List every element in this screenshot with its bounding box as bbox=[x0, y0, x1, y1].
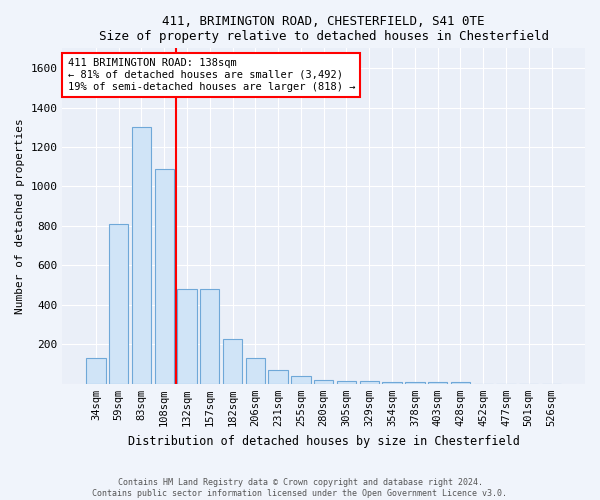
Bar bbox=[451, 382, 470, 384]
Bar bbox=[223, 340, 242, 384]
Bar bbox=[382, 382, 402, 384]
Bar bbox=[155, 168, 174, 384]
Bar bbox=[428, 382, 448, 384]
Bar bbox=[200, 289, 220, 384]
Bar bbox=[359, 382, 379, 384]
Bar bbox=[245, 358, 265, 384]
Bar bbox=[178, 289, 197, 384]
Bar bbox=[109, 224, 128, 384]
Title: 411, BRIMINGTON ROAD, CHESTERFIELD, S41 0TE
Size of property relative to detache: 411, BRIMINGTON ROAD, CHESTERFIELD, S41 … bbox=[99, 15, 549, 43]
Bar bbox=[132, 128, 151, 384]
Text: Contains HM Land Registry data © Crown copyright and database right 2024.
Contai: Contains HM Land Registry data © Crown c… bbox=[92, 478, 508, 498]
Bar bbox=[405, 382, 425, 384]
Text: 411 BRIMINGTON ROAD: 138sqm
← 81% of detached houses are smaller (3,492)
19% of : 411 BRIMINGTON ROAD: 138sqm ← 81% of det… bbox=[68, 58, 355, 92]
X-axis label: Distribution of detached houses by size in Chesterfield: Distribution of detached houses by size … bbox=[128, 434, 520, 448]
Y-axis label: Number of detached properties: Number of detached properties bbox=[15, 118, 25, 314]
Bar bbox=[314, 380, 334, 384]
Bar bbox=[337, 381, 356, 384]
Bar bbox=[291, 376, 311, 384]
Bar bbox=[86, 358, 106, 384]
Bar bbox=[268, 370, 288, 384]
